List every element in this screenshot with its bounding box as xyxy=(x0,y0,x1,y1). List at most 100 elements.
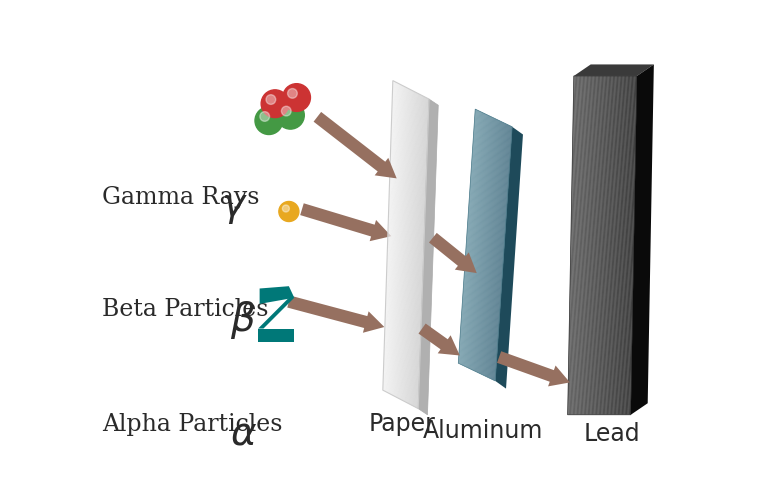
Polygon shape xyxy=(258,298,294,329)
Polygon shape xyxy=(494,126,511,380)
Polygon shape xyxy=(460,110,478,364)
Polygon shape xyxy=(602,76,609,415)
Circle shape xyxy=(281,106,291,116)
Polygon shape xyxy=(628,76,635,415)
Polygon shape xyxy=(419,99,439,415)
Polygon shape xyxy=(458,109,475,364)
Polygon shape xyxy=(614,76,621,415)
Polygon shape xyxy=(403,91,414,401)
Polygon shape xyxy=(402,91,413,400)
Polygon shape xyxy=(487,123,505,377)
Polygon shape xyxy=(471,115,488,369)
Polygon shape xyxy=(386,82,396,392)
Polygon shape xyxy=(488,123,505,377)
Polygon shape xyxy=(612,76,619,415)
Polygon shape xyxy=(399,89,409,399)
Polygon shape xyxy=(482,120,498,374)
Polygon shape xyxy=(591,76,598,415)
Polygon shape xyxy=(615,76,622,415)
Polygon shape xyxy=(466,113,484,367)
Polygon shape xyxy=(475,117,492,371)
Text: Alpha Particles: Alpha Particles xyxy=(102,413,283,436)
Polygon shape xyxy=(574,64,654,76)
Polygon shape xyxy=(484,122,502,376)
Polygon shape xyxy=(574,76,581,415)
Polygon shape xyxy=(477,118,494,372)
Polygon shape xyxy=(492,125,509,379)
Polygon shape xyxy=(402,91,412,400)
Polygon shape xyxy=(465,113,483,367)
Polygon shape xyxy=(621,76,627,415)
Polygon shape xyxy=(396,87,406,397)
Polygon shape xyxy=(624,76,631,415)
Polygon shape xyxy=(481,120,498,374)
Polygon shape xyxy=(470,115,488,369)
Polygon shape xyxy=(578,76,584,415)
Polygon shape xyxy=(479,119,497,373)
Polygon shape xyxy=(594,76,601,415)
Polygon shape xyxy=(485,122,503,376)
Polygon shape xyxy=(413,96,425,406)
Polygon shape xyxy=(407,93,418,403)
Polygon shape xyxy=(385,82,395,391)
Polygon shape xyxy=(287,296,384,333)
Polygon shape xyxy=(396,87,406,397)
Polygon shape xyxy=(575,76,582,415)
Polygon shape xyxy=(408,94,419,403)
Polygon shape xyxy=(472,116,490,370)
Polygon shape xyxy=(429,233,477,273)
Polygon shape xyxy=(397,88,408,398)
Polygon shape xyxy=(417,98,428,408)
Polygon shape xyxy=(606,76,613,415)
Polygon shape xyxy=(413,96,424,406)
Polygon shape xyxy=(382,81,393,390)
Polygon shape xyxy=(470,115,487,369)
Polygon shape xyxy=(493,126,511,380)
Polygon shape xyxy=(497,351,570,386)
Polygon shape xyxy=(491,124,508,379)
Polygon shape xyxy=(607,76,614,415)
Polygon shape xyxy=(392,85,402,395)
Polygon shape xyxy=(622,76,629,415)
Polygon shape xyxy=(485,122,502,376)
Polygon shape xyxy=(411,95,422,405)
Polygon shape xyxy=(467,113,484,368)
Polygon shape xyxy=(467,113,485,368)
Polygon shape xyxy=(482,121,500,375)
Polygon shape xyxy=(623,76,630,415)
Polygon shape xyxy=(409,94,420,404)
Polygon shape xyxy=(411,95,422,405)
Polygon shape xyxy=(601,76,608,415)
Polygon shape xyxy=(472,116,489,370)
Polygon shape xyxy=(593,76,600,415)
Polygon shape xyxy=(463,112,481,366)
Polygon shape xyxy=(490,124,508,379)
Polygon shape xyxy=(258,329,294,342)
Polygon shape xyxy=(393,86,404,396)
Polygon shape xyxy=(417,98,429,408)
Polygon shape xyxy=(604,76,611,415)
Polygon shape xyxy=(389,84,400,394)
Polygon shape xyxy=(475,117,492,371)
Polygon shape xyxy=(404,92,415,401)
Polygon shape xyxy=(597,76,604,415)
Polygon shape xyxy=(581,76,588,415)
Polygon shape xyxy=(406,92,417,402)
Polygon shape xyxy=(577,76,584,415)
Polygon shape xyxy=(472,115,488,369)
Circle shape xyxy=(287,89,297,98)
Polygon shape xyxy=(574,76,581,415)
Polygon shape xyxy=(400,90,411,400)
Polygon shape xyxy=(626,76,633,415)
Circle shape xyxy=(260,112,270,122)
Polygon shape xyxy=(383,81,394,391)
Polygon shape xyxy=(390,84,401,394)
Polygon shape xyxy=(613,76,620,415)
Polygon shape xyxy=(486,123,504,377)
Polygon shape xyxy=(619,76,626,415)
Polygon shape xyxy=(570,76,577,415)
Polygon shape xyxy=(569,76,576,415)
Polygon shape xyxy=(463,111,480,366)
Circle shape xyxy=(283,205,290,212)
Polygon shape xyxy=(468,114,486,369)
